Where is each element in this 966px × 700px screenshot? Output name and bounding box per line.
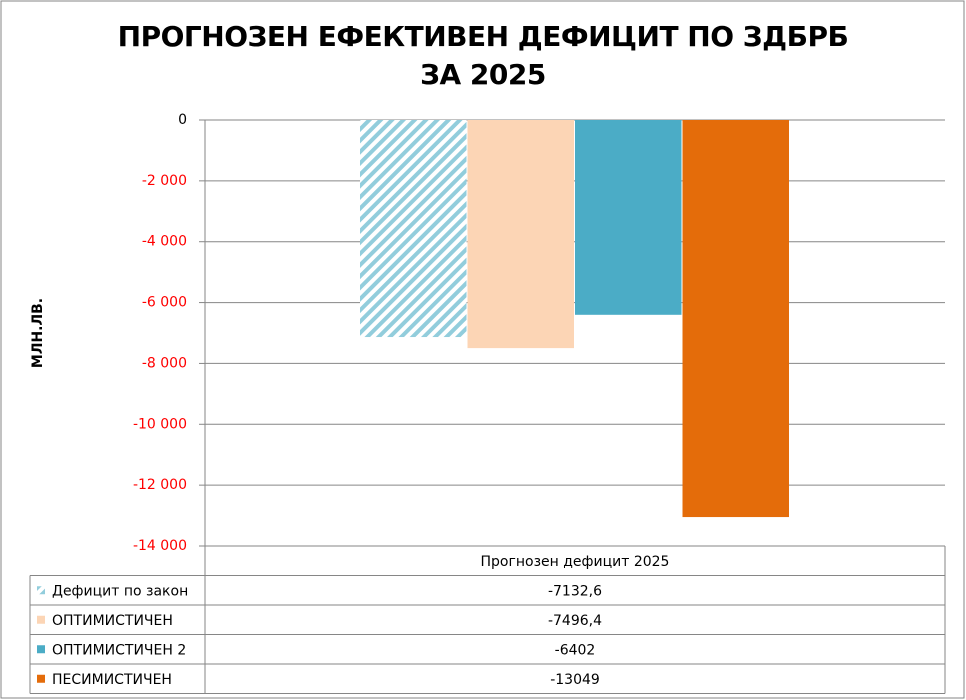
data-table-value: -7132,6 <box>548 583 602 599</box>
y-tick-label: -2 000 <box>142 173 187 189</box>
legend-label: ПЕСИМИСТИЧЕН <box>52 672 172 688</box>
bar <box>360 120 467 338</box>
bar <box>575 120 682 315</box>
legend-label: ОПТИМИСТИЧЕН <box>52 613 173 629</box>
y-tick-label: -4 000 <box>142 234 187 250</box>
data-table-value: -7496,4 <box>548 613 602 629</box>
legend-key <box>37 586 45 595</box>
legend-label: Дефицит по закон <box>52 583 188 599</box>
y-tick-label: -14 000 <box>133 538 187 554</box>
y-tick-label: -10 000 <box>133 416 187 432</box>
y-tick-label: 0 <box>178 112 187 128</box>
y-axis-label: МЛН.ЛВ. <box>30 298 46 368</box>
x-tick-label: Прогнозен дефицит 2025 <box>481 554 670 570</box>
chart-title: ПРОГНОЗЕН ЕФЕКТИВЕН ДЕФИЦИТ ПО ЗДБРБ ЗА … <box>117 20 849 91</box>
legend-key <box>37 645 45 654</box>
bar <box>682 120 789 518</box>
y-tick-label: -12 000 <box>133 477 187 493</box>
data-table-value: -6402 <box>555 642 596 658</box>
bar <box>467 120 574 349</box>
legend-label: ОПТИМИСТИЧЕН 2 <box>52 642 186 658</box>
data-table-value: -13049 <box>550 672 600 688</box>
y-tick-label: -6 000 <box>142 295 187 311</box>
legend-key <box>37 674 45 683</box>
legend-key <box>37 615 45 624</box>
y-tick-label: -8 000 <box>142 355 187 371</box>
